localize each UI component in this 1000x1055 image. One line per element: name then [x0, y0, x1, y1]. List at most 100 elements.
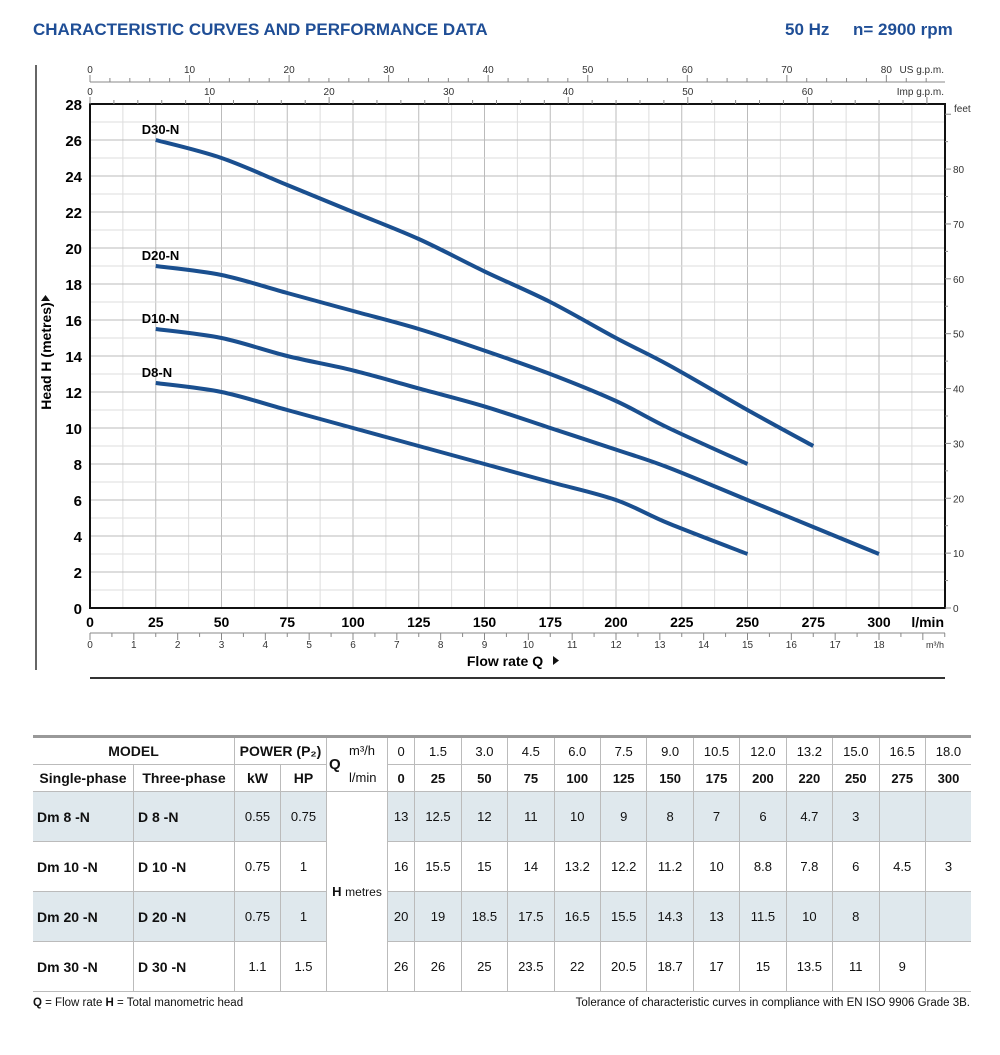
head-value — [878, 891, 926, 942]
head-value: 23.5 — [507, 941, 555, 992]
lmin-value: 300 — [924, 764, 971, 792]
single-phase-header: Single-phase — [33, 764, 134, 792]
power-hp: 1 — [280, 841, 327, 892]
head-value: 25 — [460, 941, 509, 992]
feet-tick-label: 50 — [953, 330, 965, 341]
head-value: 10 — [785, 891, 834, 942]
m3h-tick-label: 7 — [394, 640, 400, 651]
head-value: 8 — [646, 791, 694, 842]
x-arrow-icon — [553, 656, 559, 665]
head-value: 12.5 — [414, 791, 462, 842]
x-tick-label: 200 — [604, 614, 628, 630]
curve-label: D10-N — [142, 311, 180, 326]
x-tick-label: 75 — [279, 614, 295, 630]
lmin-value: 125 — [599, 764, 648, 792]
x-tick-label: 50 — [214, 614, 230, 630]
m3h-tick-label: 2 — [175, 640, 181, 651]
head-value: 9 — [599, 791, 648, 842]
q-label: Q — [329, 756, 341, 773]
x-tick-label: 0 — [86, 614, 94, 630]
head-value: 10 — [553, 791, 601, 842]
single-phase-model: Dm 10 -N — [33, 841, 134, 892]
head-value: 20 — [386, 891, 416, 942]
m3h-tick-label: 13 — [654, 640, 666, 651]
lmin-value: 100 — [553, 764, 601, 792]
head-value: 20.5 — [599, 941, 648, 992]
head-value: 15 — [739, 941, 787, 992]
m3h-value: 13.2 — [785, 735, 834, 765]
usgpm-tick-label: 10 — [184, 65, 196, 76]
m3h-tick-label: 5 — [306, 640, 312, 651]
lmin-value: 250 — [832, 764, 880, 792]
x-axis-title: Flow rate Q — [467, 653, 543, 669]
head-value: 3 — [924, 841, 971, 892]
lmin-value: 220 — [785, 764, 834, 792]
impgpm-tick-label: 10 — [204, 87, 216, 98]
x-tick-label: 25 — [148, 614, 164, 630]
m3h-tick-label: 10 — [523, 640, 535, 651]
y-tick-label: 20 — [65, 241, 82, 258]
power-kw: 1.1 — [234, 941, 281, 992]
head-value: 4.7 — [785, 791, 834, 842]
usgpm-tick-label: 20 — [284, 65, 296, 76]
m3h-tick-label: 15 — [742, 640, 754, 651]
impgpm-tick-label: 30 — [443, 87, 455, 98]
m3h-value: 3.0 — [460, 735, 509, 765]
feet-tick-label: 60 — [953, 275, 965, 286]
power-hp: 1 — [280, 891, 327, 942]
head-value: 13 — [386, 791, 416, 842]
m3h-tick-label: 4 — [263, 640, 269, 651]
curve-label: D8-N — [142, 365, 172, 380]
m3h-tick-label: 8 — [438, 640, 444, 651]
head-value: 16.5 — [553, 891, 601, 942]
m3h-tick-label: 6 — [350, 640, 356, 651]
x-tick-label: 275 — [802, 614, 826, 630]
q-symbol: Q — [33, 997, 42, 1009]
y-tick-label: 22 — [65, 205, 82, 222]
impgpm-tick-label: 20 — [324, 87, 336, 98]
y-axis-title: Head H (metres) — [38, 302, 54, 409]
feet-tick-label: 10 — [953, 549, 965, 560]
m3h-value: 18.0 — [924, 735, 971, 765]
head-value: 19 — [414, 891, 462, 942]
footer-tolerance: Tolerance of characteristic curves in co… — [575, 997, 970, 1009]
x-tick-label: 300 — [867, 614, 891, 630]
x-tick-label: 125 — [407, 614, 431, 630]
metres-label: metres — [345, 885, 382, 899]
head-value — [924, 941, 971, 992]
x-tick-label: 250 — [736, 614, 760, 630]
feet-tick-label: 80 — [953, 165, 965, 176]
m3h-tick-label: 11 — [567, 640, 578, 651]
m3h-value: 1.5 — [414, 735, 462, 765]
usgpm-tick-label: 40 — [483, 65, 495, 76]
curve-d20-n — [155, 264, 749, 466]
curve-d10-n — [155, 327, 880, 556]
impgpm-tick-label: 60 — [802, 87, 814, 98]
curve-d8-n — [155, 381, 749, 556]
head-value: 13.2 — [553, 841, 601, 892]
usgpm-unit-label: US g.p.m. — [900, 65, 944, 76]
head-value: 18.7 — [646, 941, 694, 992]
table-row: Dm 30 -N D 30 -N 1.1 1.5 26 26 25 23.5 22 20.5 18.… — [33, 941, 971, 992]
impgpm-unit-label: Imp g.p.m. — [897, 87, 944, 98]
h-symbol: H — [105, 997, 114, 1009]
usgpm-tick-label: 80 — [881, 65, 893, 76]
head-value — [924, 791, 971, 842]
m3h-value: 0 — [386, 735, 416, 765]
head-value: 7.8 — [785, 841, 834, 892]
lmin-value: 25 — [414, 764, 462, 792]
m3h-tick-label: 0 — [87, 640, 93, 651]
usgpm-tick-label: 30 — [383, 65, 395, 76]
head-value: 6 — [739, 791, 787, 842]
power-kw: 0.75 — [234, 841, 281, 892]
head-value: 11.5 — [739, 891, 787, 942]
y-tick-label: 4 — [74, 529, 83, 546]
three-phase-model: D 10 -N — [133, 841, 235, 892]
lmin-label: l/min — [349, 770, 377, 785]
m3h-tick-label: 1 — [131, 640, 137, 651]
h-label: H — [332, 884, 342, 899]
